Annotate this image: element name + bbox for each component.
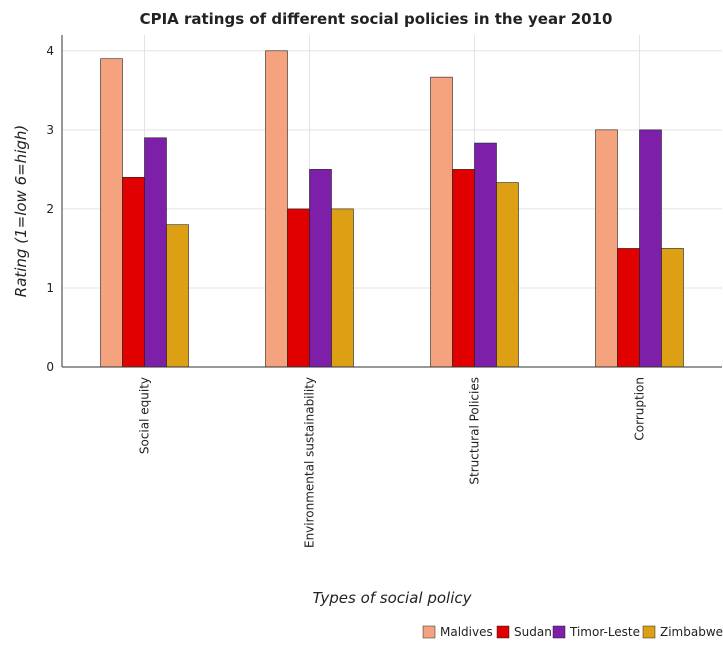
x-tick-label: Structural Policies	[468, 377, 482, 485]
legend-swatch	[496, 625, 510, 639]
bar-maldives	[100, 58, 123, 368]
bar-timor-leste	[144, 137, 167, 368]
bar-zimbabwe	[166, 224, 189, 368]
chart-title: CPIA ratings of different social policie…	[140, 10, 613, 28]
x-tick-label: Environmental sustainability	[303, 377, 317, 548]
y-tick-label: 2	[46, 202, 54, 216]
bar-zimbabwe	[496, 182, 519, 368]
legend-swatch	[642, 625, 656, 639]
legend-label: Sudan	[514, 625, 552, 639]
bar-timor-leste	[474, 142, 497, 368]
bar-maldives	[430, 76, 453, 368]
bar-timor-leste	[639, 129, 662, 368]
bar-sudan	[122, 176, 145, 368]
legend-label: Zimbabwe	[660, 625, 723, 639]
y-tick-label: 0	[46, 360, 54, 374]
bar-sudan	[617, 248, 640, 368]
x-axis-label: Types of social policy	[313, 589, 473, 607]
bar-sudan	[287, 208, 310, 368]
y-tick-label: 1	[46, 281, 54, 295]
axes: 0 1 2 3 4 Social equity Environmental sustaina…	[46, 35, 722, 548]
y-tick-label: 3	[46, 123, 54, 137]
legend-swatch	[552, 625, 566, 639]
legend: Maldives Sudan Timor-Leste Zimbabwe	[422, 625, 723, 639]
bar-maldives	[595, 129, 618, 368]
legend-label: Maldives	[440, 625, 493, 639]
bar-zimbabwe	[331, 208, 354, 368]
bar-zimbabwe	[661, 248, 684, 368]
x-tick-label: Corruption	[633, 377, 647, 441]
legend-label: Timor-Leste	[569, 625, 640, 639]
y-axis-label: Rating (1=low 6=high)	[12, 125, 30, 297]
bar-timor-leste	[309, 169, 332, 368]
bar-maldives	[265, 50, 288, 368]
bar-sudan	[452, 169, 475, 368]
legend-swatch	[422, 625, 436, 639]
bars	[100, 50, 684, 368]
y-tick-label: 4	[46, 44, 54, 58]
x-tick-label: Social equity	[138, 377, 152, 454]
